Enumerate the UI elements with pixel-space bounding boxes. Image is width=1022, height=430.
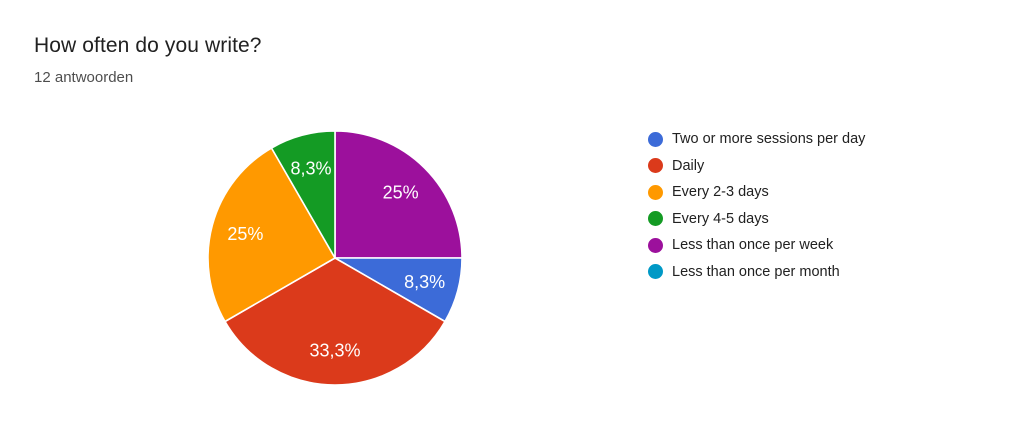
pie-slice-less-than-once-per-week[interactable] (334, 130, 463, 259)
legend-color-dot (648, 131, 663, 147)
pie-slice-every-4-5-days[interactable] (270, 130, 336, 259)
legend-item-label: Every 2-3 days (672, 184, 769, 201)
chart-legend: Two or more sessions per day Daily Every 2… (648, 126, 865, 285)
pie-slice-every-2-3-days[interactable] (207, 147, 336, 323)
legend-item-two-or-more-sessions-per-day: Two or more sessions per day (648, 126, 865, 153)
legend-item-less-than-once-per-week: Less than once per week (648, 232, 865, 259)
pie-slice-daily[interactable] (224, 257, 446, 386)
pie-chart[interactable]: 25% 8,3% 33,3% 25% 8,3% (200, 123, 470, 393)
legend-color-dot (648, 184, 663, 200)
pie-slice-label: 8,3% (404, 272, 445, 292)
legend-item-less-than-once-per-month: Less than once per month (648, 259, 865, 286)
chart-header: How often do you write? 12 antwoorden (34, 33, 262, 86)
legend-item-label: Two or more sessions per day (672, 131, 866, 148)
legend-item-every-2-3-days: Every 2-3 days (648, 179, 865, 206)
legend-color-dot (648, 211, 663, 227)
pie-slice-label: 8,3% (290, 158, 331, 178)
pie-slice-label: 25% (383, 182, 419, 202)
legend-item-label: Every 4-5 days (672, 210, 769, 227)
legend-item-every-4-5-days: Every 4-5 days (648, 206, 865, 233)
legend-item-daily: Daily (648, 153, 865, 180)
legend-item-label: Less than once per month (672, 263, 840, 280)
legend-color-dot (648, 264, 663, 280)
pie-slice-label: 25% (227, 224, 263, 244)
answer-count: 12 antwoorden (34, 69, 134, 86)
question-title: How often do you write? (34, 34, 262, 57)
legend-color-dot (648, 237, 663, 253)
pie-slice-label: 33,3% (309, 341, 360, 361)
legend-item-label: Less than once per week (672, 237, 834, 254)
legend-color-dot (648, 158, 663, 174)
legend-item-label: Daily (672, 157, 705, 174)
